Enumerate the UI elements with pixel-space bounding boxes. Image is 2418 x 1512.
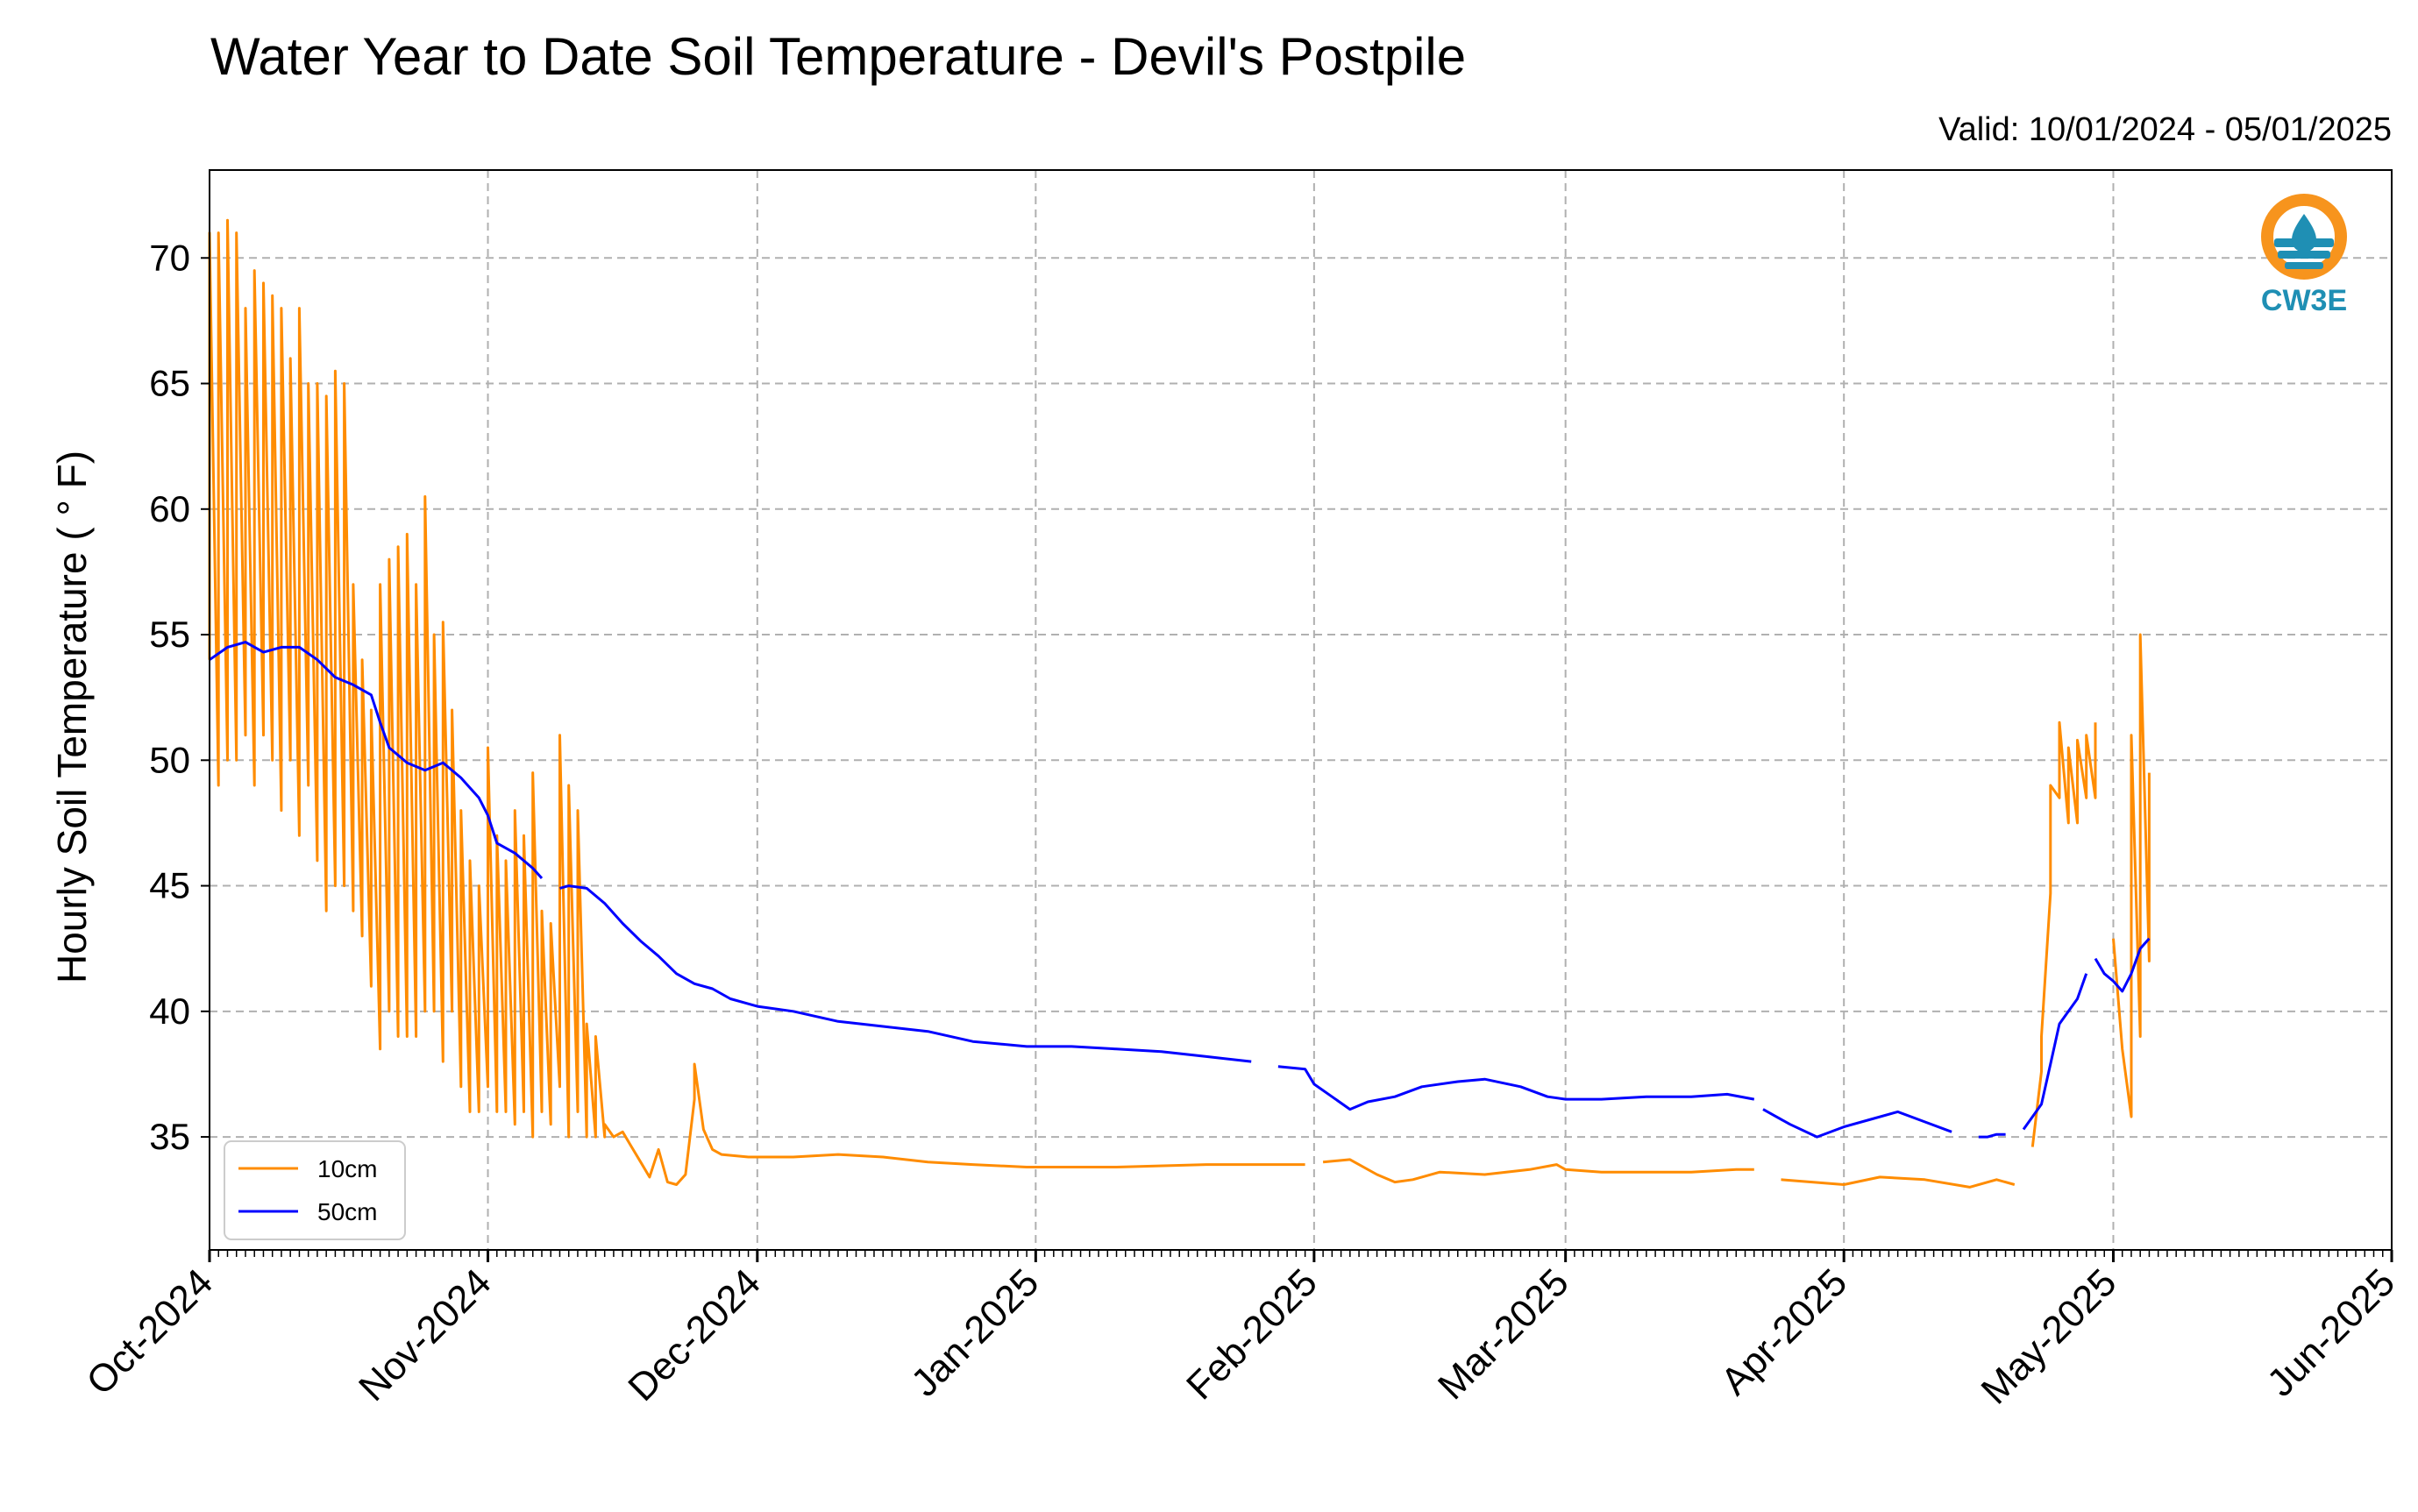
series-line-50cm-segment-3 [1762, 1108, 1952, 1139]
x-tick-label: Feb-2025 [1178, 1260, 1326, 1408]
series-line-10cm-segment-2 [1781, 1175, 2016, 1189]
series-line-10cm-segment-0 [208, 218, 1305, 1186]
series-line-10cm-segment-1 [1322, 1158, 1754, 1184]
x-tick-label: Jan-2025 [903, 1260, 1047, 1404]
series-line-50cm-segment-4 [1978, 1132, 2006, 1139]
cw3e-logo: CW3E [2261, 194, 2347, 317]
x-tick-label: Mar-2025 [1430, 1260, 1577, 1408]
series-line-50cm-segment-6 [2094, 937, 2151, 993]
x-tick-label: May-2025 [1974, 1260, 2125, 1412]
y-tick-label: 60 [149, 488, 190, 529]
legend-box [224, 1140, 406, 1240]
series-line-10cm-segment-4 [2112, 633, 2151, 1118]
y-tick-label: 55 [149, 614, 190, 655]
legend: 10cm 50cm [224, 1140, 406, 1240]
x-tick-label: Dec-2024 [620, 1260, 769, 1409]
x-tick-label: Nov-2024 [351, 1260, 500, 1409]
water-drop-icon [2292, 214, 2316, 252]
x-axis: Oct-2024 Nov-2024 Dec-2024 Jan-2025 Feb-2025… [78, 1250, 2403, 1412]
y-axis-label: Hourly Soil Temperature ( ° F) [49, 451, 95, 983]
x-tick-label: Oct-2024 [78, 1260, 221, 1403]
x-tick-label: Jun-2025 [2259, 1260, 2403, 1404]
chart-title: Water Year to Date Soil Temperature - De… [210, 27, 1466, 86]
plot-area [208, 218, 2151, 1189]
series-line-10cm-segment-3 [2030, 721, 2097, 1147]
logo-ring [2261, 194, 2347, 280]
y-tick-label: 70 [149, 237, 190, 278]
series-line-50cm-segment-2 [1277, 1065, 1755, 1111]
y-tick-label: 35 [149, 1116, 190, 1157]
y-tick-label: 40 [149, 990, 190, 1032]
logo-water [2285, 262, 2323, 269]
series-line-50cm-segment-1 [559, 884, 1252, 1063]
series-line-50cm-segment-5 [2022, 973, 2088, 1131]
y-axis: 35 40 45 50 55 60 65 70 [149, 237, 210, 1157]
plot-frame [209, 169, 2393, 1251]
logo-text: CW3E [2261, 284, 2347, 317]
y-tick-label: 50 [149, 739, 190, 780]
legend-label-50cm: 50cm [317, 1198, 377, 1225]
y-tick-label: 45 [149, 865, 190, 906]
legend-label-10cm: 10cm [317, 1155, 377, 1182]
y-tick-label: 65 [149, 363, 190, 404]
grid-lines [209, 170, 2393, 1250]
logo-water [2278, 251, 2330, 259]
chart-subtitle: Valid: 10/01/2024 - 05/01/2025 [1938, 111, 2392, 148]
series-line-50cm-segment-0 [209, 641, 544, 880]
x-tick-label: Apr-2025 [1713, 1260, 1856, 1403]
